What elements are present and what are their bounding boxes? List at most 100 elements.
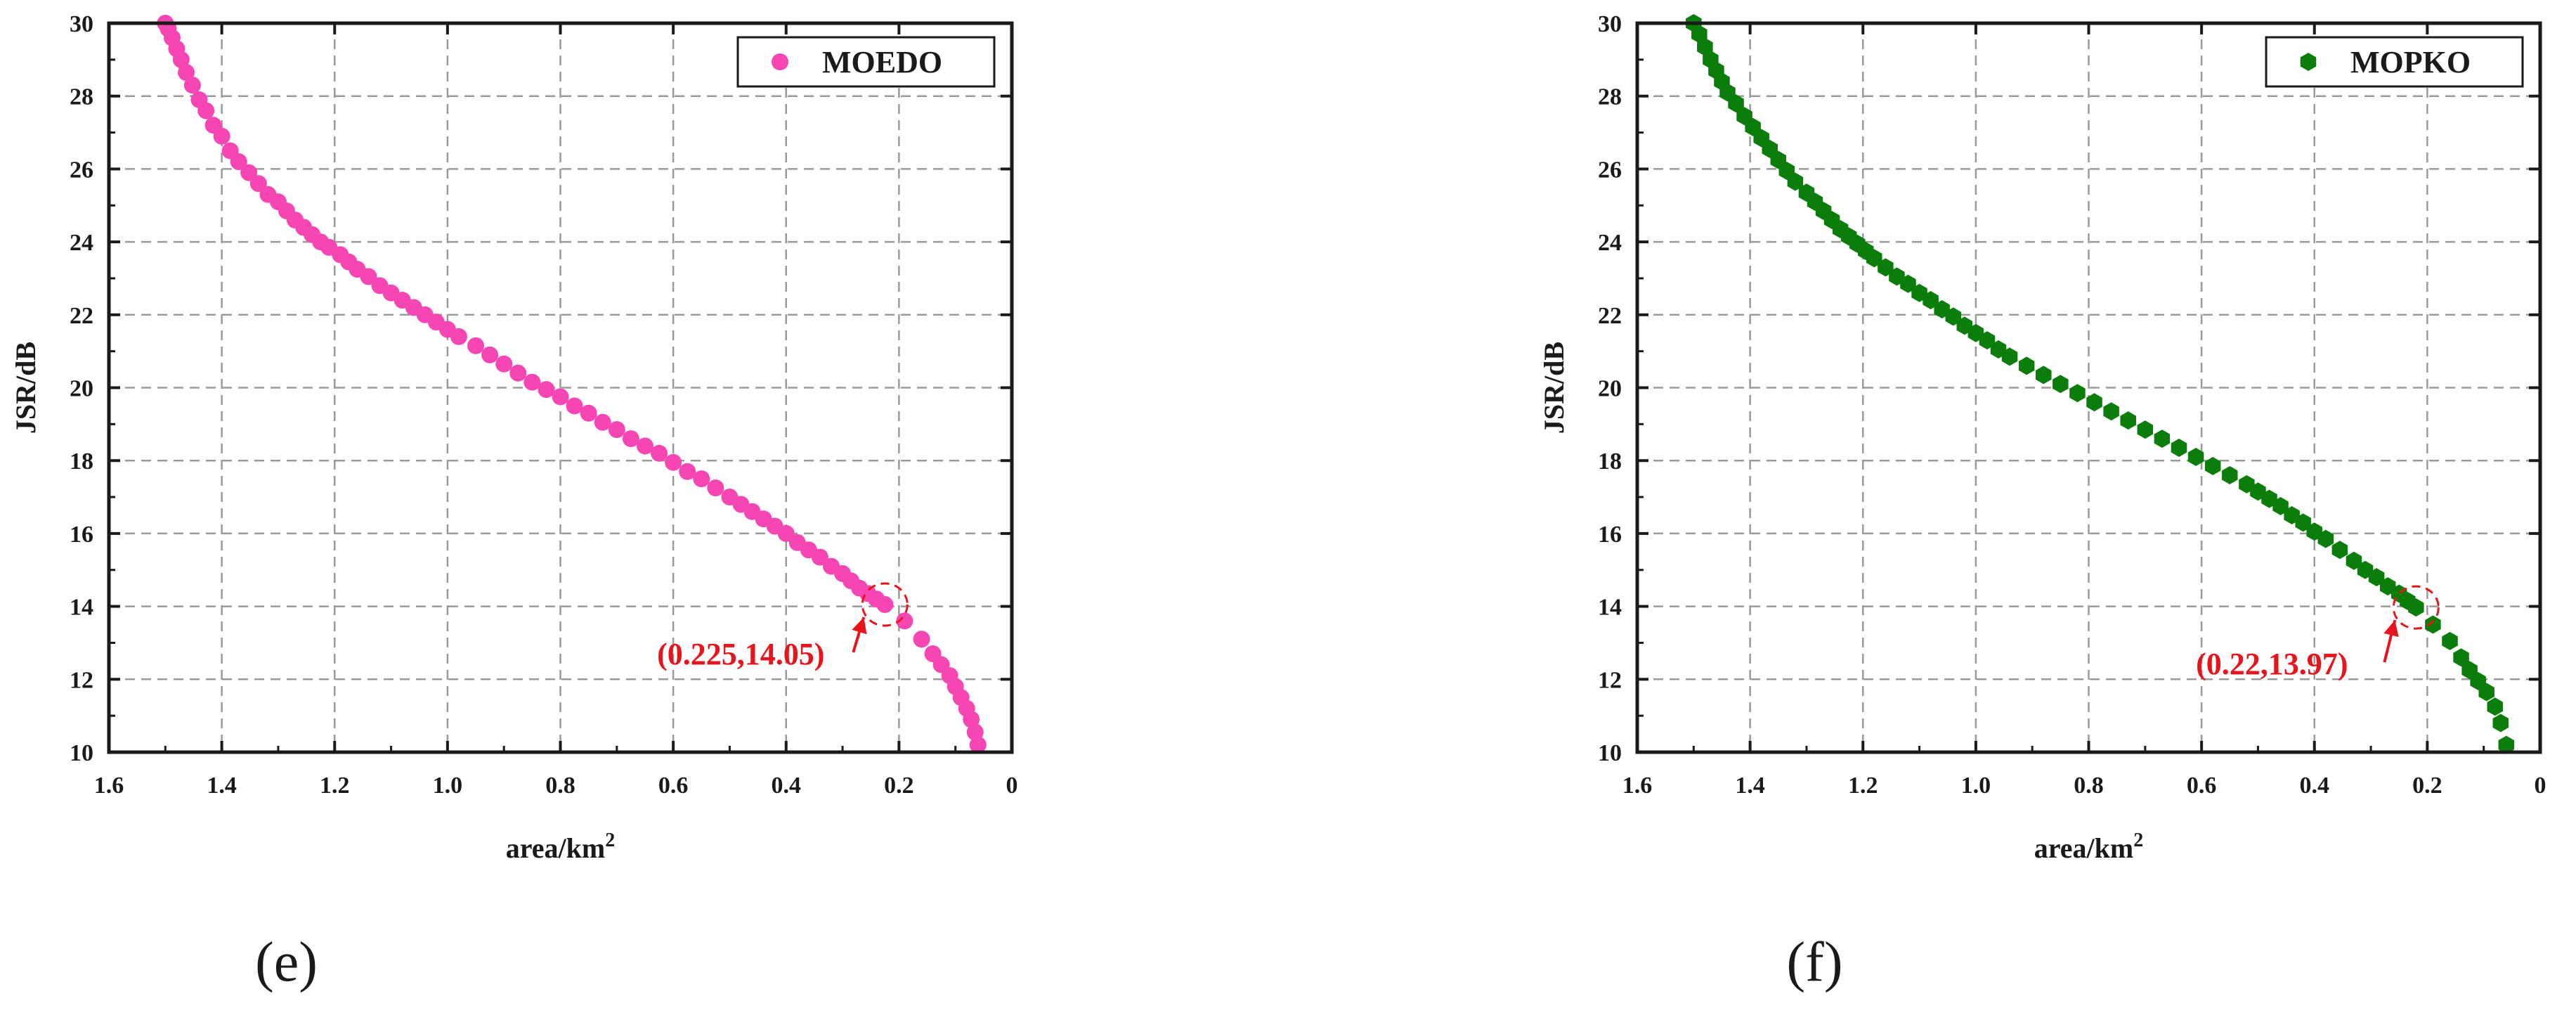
- annotation: (0.22,13.97): [2196, 585, 2440, 681]
- axis-ticks: 1.6 1.4 1.2 1.0 0.8 0.6 0.4 0.2 0 10 12 14 16 18 20 22 2…: [1598, 11, 2546, 799]
- data-point: [2187, 448, 2204, 467]
- legend: MOPKO: [2265, 36, 2524, 88]
- x-tick-label: 0.6: [658, 773, 689, 799]
- data-point: [509, 364, 527, 382]
- x-axis-label: area/km2: [2034, 829, 2143, 864]
- data-point: [2408, 598, 2424, 617]
- data-point: [2053, 375, 2069, 394]
- data-point: [450, 328, 467, 345]
- data-point: [178, 63, 195, 81]
- data-point: [495, 355, 513, 373]
- annotation-highlight-ellipse: [861, 582, 909, 627]
- x-tick-label: 0.4: [772, 773, 802, 799]
- x-tick-label: 1.6: [94, 773, 124, 799]
- y-tick-label: 30: [70, 11, 93, 37]
- panel-label-f: (f): [1787, 931, 1843, 993]
- data-point: [665, 453, 682, 471]
- data-point: [2204, 456, 2221, 475]
- data-point: [811, 548, 828, 566]
- data-points: [1686, 14, 2515, 754]
- data-point: [707, 479, 724, 497]
- data-point: [608, 421, 625, 439]
- data-point: [2492, 714, 2509, 732]
- chart-panel-e: 1.6 1.4 1.2 1.0 0.8 0.6 0.4 0.2 0 10 12 14 16 18 20 22 2…: [10, 11, 1018, 993]
- data-point: [2171, 439, 2187, 458]
- data-point: [213, 127, 230, 145]
- y-tick-label: 24: [70, 230, 93, 256]
- data-point: [679, 463, 696, 480]
- data-point: [969, 736, 987, 754]
- data-point: [1728, 94, 1744, 113]
- x-tick-label: 0.8: [545, 773, 575, 799]
- data-point: [552, 388, 569, 406]
- data-point: [240, 164, 258, 181]
- data-point: [2317, 529, 2334, 548]
- data-point: [2442, 631, 2458, 650]
- data-point: [2425, 615, 2441, 634]
- y-tick-label: 18: [70, 448, 93, 475]
- annotation-label: (0.225,14.05): [657, 637, 824, 671]
- data-point: [1697, 37, 1713, 56]
- data-point: [651, 444, 668, 462]
- y-tick-label: 28: [70, 84, 93, 110]
- data-point: [594, 413, 611, 431]
- y-tick-label: 16: [1598, 522, 1622, 548]
- annotation: (0.225,14.05): [657, 582, 909, 671]
- data-point: [172, 51, 190, 68]
- data-point: [523, 373, 541, 391]
- chart-panel-f: 1.6 1.4 1.2 1.0 0.8 0.6 0.4 0.2 0 10 12 14 16 18 20 22 2…: [1538, 11, 2546, 993]
- data-point: [2222, 465, 2238, 484]
- annotation-arrowhead: [852, 617, 867, 635]
- y-tick-label: 18: [1598, 448, 1622, 475]
- y-tick-label: 12: [1598, 667, 1622, 693]
- data-point: [230, 153, 247, 171]
- data-point: [896, 612, 913, 630]
- data-point: [481, 346, 499, 363]
- legend: MOEDO: [736, 36, 996, 88]
- data-point: [693, 470, 710, 488]
- data-point: [197, 102, 215, 120]
- y-tick-label: 22: [1598, 303, 1622, 329]
- data-point: [580, 404, 597, 422]
- x-tick-label: 1.6: [1622, 773, 1653, 799]
- data-point: [963, 711, 980, 728]
- data-point: [2137, 420, 2154, 439]
- legend-label: MOPKO: [2350, 45, 2471, 79]
- data-point: [636, 437, 653, 455]
- y-tick-label: 10: [1598, 740, 1622, 766]
- gridlines: [1637, 23, 2540, 752]
- y-tick-label: 26: [1598, 157, 1622, 183]
- y-tick-label: 26: [70, 157, 93, 183]
- data-point: [2086, 393, 2102, 412]
- data-point: [2498, 735, 2515, 754]
- data-point: [2069, 384, 2086, 403]
- data-point: [2001, 347, 2018, 366]
- data-point: [183, 77, 201, 94]
- x-tick-label: 1.2: [320, 773, 350, 799]
- x-tick-label: 0.2: [2412, 773, 2442, 799]
- y-tick-label: 14: [70, 595, 93, 621]
- y-tick-label: 30: [1598, 11, 1622, 37]
- annotation-label: (0.22,13.97): [2196, 647, 2348, 681]
- x-tick-label: 0.2: [884, 773, 914, 799]
- x-axis-label: area/km2: [506, 829, 615, 864]
- y-tick-label: 12: [70, 667, 93, 693]
- y-tick-label: 14: [1598, 595, 1622, 621]
- y-tick-label: 10: [70, 740, 93, 766]
- y-tick-label: 16: [70, 522, 93, 548]
- data-point: [2103, 402, 2119, 421]
- axis-ticks: 1.6 1.4 1.2 1.0 0.8 0.6 0.4 0.2 0 10 12 14 16 18 20 22 2…: [70, 11, 1018, 799]
- gridlines: [109, 23, 1012, 752]
- data-point: [1691, 25, 1707, 44]
- y-axis-label: JSR/dB: [1538, 342, 1570, 434]
- x-tick-label: 0.8: [2074, 773, 2104, 799]
- data-point: [538, 381, 555, 399]
- data-point: [2120, 411, 2136, 430]
- data-point: [2487, 697, 2504, 716]
- x-tick-label: 1.2: [1848, 773, 1878, 799]
- legend-label: MOEDO: [822, 45, 942, 79]
- y-tick-label: 24: [1598, 230, 1622, 256]
- x-tick-label: 0: [2535, 773, 2546, 799]
- data-point: [360, 268, 377, 285]
